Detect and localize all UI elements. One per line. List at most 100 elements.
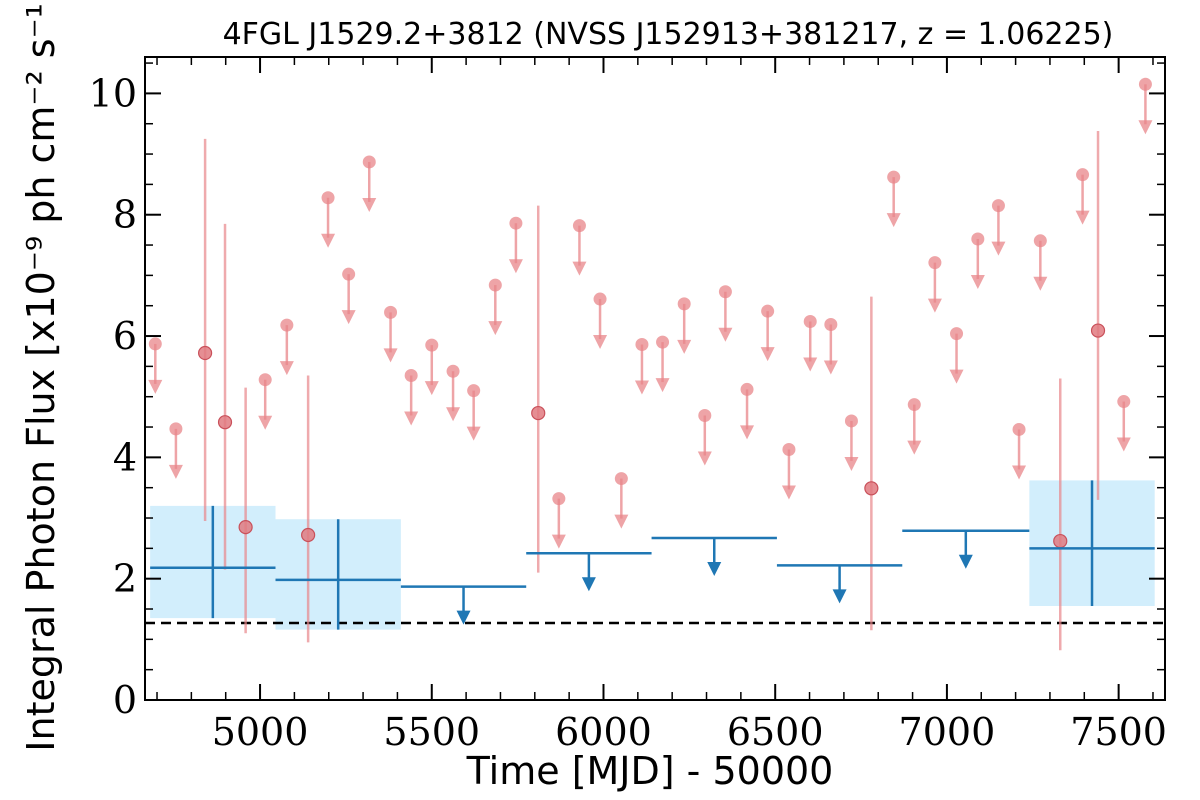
long-bin-upper-limit-arrow bbox=[456, 610, 471, 625]
upper-limit-arrow bbox=[1075, 210, 1090, 225]
upper-limit-arrow bbox=[614, 514, 629, 529]
detection-point bbox=[531, 405, 546, 421]
detection-point bbox=[238, 520, 253, 535]
chart-title: 4FGL J1529.2+3812 (NVSS J152913+381217, … bbox=[223, 17, 1114, 52]
y-tick-label: 10 bbox=[89, 71, 137, 115]
detection-point bbox=[1053, 533, 1068, 549]
upper-limit-point bbox=[169, 422, 183, 436]
upper-limit-point bbox=[1117, 395, 1131, 409]
upper-limit-point bbox=[1138, 77, 1152, 91]
upper-limit-arrow bbox=[341, 310, 356, 325]
upper-limit-arrow bbox=[927, 298, 942, 313]
upper-limit-point bbox=[258, 373, 272, 387]
y-tick-label: 4 bbox=[113, 435, 137, 479]
upper-limit-point bbox=[782, 442, 796, 456]
upper-limit-point bbox=[928, 256, 942, 270]
upper-limit-arrow bbox=[1012, 465, 1027, 480]
upper-limit-point bbox=[803, 314, 817, 328]
upper-limit-point bbox=[362, 155, 376, 169]
upper-limit-point bbox=[677, 297, 691, 311]
upper-limit-arrow bbox=[404, 411, 419, 426]
upper-limit-point bbox=[698, 409, 712, 423]
upper-limit-point bbox=[614, 472, 628, 486]
y-tick-label: 0 bbox=[113, 678, 137, 722]
upper-limit-point bbox=[1012, 422, 1026, 436]
upper-limit-arrow bbox=[803, 357, 818, 372]
x-tick-label: 5000 bbox=[212, 710, 309, 754]
upper-limit-arrow bbox=[760, 347, 775, 362]
upper-limit-arrow bbox=[634, 380, 649, 395]
upper-limit-point bbox=[740, 382, 754, 396]
upper-limit-arrow bbox=[1116, 437, 1131, 452]
long-bin-upper-limit-arrow bbox=[581, 577, 596, 592]
upper-limit-arrow bbox=[718, 327, 733, 342]
upper-limit-point bbox=[342, 267, 356, 281]
detection-point bbox=[217, 415, 233, 430]
upper-limit-arrow bbox=[949, 369, 964, 384]
long-bin-upper-limit-arrow bbox=[707, 562, 722, 577]
long-bin-upper-limit-arrow bbox=[958, 554, 973, 569]
upper-limit-arrow bbox=[886, 213, 901, 228]
upper-limit-point bbox=[907, 398, 921, 412]
y-tick-label: 2 bbox=[113, 557, 137, 601]
x-tick-label: 6500 bbox=[727, 710, 824, 754]
detection-point bbox=[301, 527, 316, 543]
upper-limit-arrow bbox=[446, 407, 461, 422]
upper-limit-arrow bbox=[424, 381, 439, 396]
upper-limit-point bbox=[887, 170, 901, 184]
upper-limit-arrow bbox=[781, 485, 796, 500]
upper-limit-point bbox=[1076, 168, 1090, 182]
detection-point bbox=[198, 345, 213, 361]
upper-limit-point bbox=[467, 384, 481, 398]
upper-limit-point bbox=[824, 318, 838, 332]
upper-limit-point bbox=[488, 278, 502, 292]
upper-limit-point bbox=[148, 337, 162, 351]
y-tick-label: 8 bbox=[113, 193, 137, 237]
upper-limit-point bbox=[656, 335, 670, 349]
upper-limit-arrow bbox=[383, 348, 398, 363]
upper-limit-point bbox=[844, 414, 858, 428]
upper-limit-arrow bbox=[697, 451, 712, 466]
upper-limit-arrow bbox=[572, 261, 587, 276]
upper-limit-point bbox=[280, 318, 294, 332]
long-bin-upper-limit-arrow bbox=[832, 589, 847, 604]
upper-limit-arrow bbox=[148, 379, 163, 394]
upper-limit-arrow bbox=[508, 259, 523, 274]
y-tick-label: 6 bbox=[113, 314, 137, 358]
upper-limit-arrow bbox=[593, 335, 608, 350]
upper-limit-arrow bbox=[991, 241, 1006, 256]
x-axis-label: Time [MJD] - 50000 bbox=[466, 749, 834, 793]
upper-limit-point bbox=[718, 285, 732, 299]
upper-limit-arrow bbox=[677, 339, 692, 354]
upper-limit-point bbox=[1033, 234, 1047, 248]
upper-limit-point bbox=[446, 364, 460, 378]
x-tick-label: 7000 bbox=[899, 710, 996, 754]
upper-limit-arrow bbox=[279, 361, 294, 376]
upper-limit-arrow bbox=[907, 440, 922, 455]
y-axis-label: Integral Photon Flux [x10⁻⁹ ph cm⁻² s⁻¹] bbox=[19, 0, 63, 752]
x-tick-label: 5500 bbox=[383, 710, 480, 754]
x-tick-label: 6000 bbox=[555, 710, 652, 754]
upper-limit-arrow bbox=[1138, 120, 1153, 135]
upper-limit-point bbox=[384, 305, 398, 319]
upper-limit-arrow bbox=[466, 426, 481, 441]
upper-limit-arrow bbox=[551, 534, 566, 549]
upper-limit-point bbox=[950, 327, 964, 341]
upper-limit-point bbox=[552, 492, 566, 506]
detection-point bbox=[864, 481, 879, 496]
upper-limit-point bbox=[404, 368, 418, 382]
upper-limit-point bbox=[572, 219, 586, 233]
upper-limit-arrow bbox=[1033, 276, 1048, 291]
detection-point bbox=[1090, 323, 1106, 338]
upper-limit-arrow bbox=[970, 274, 985, 289]
upper-limit-arrow bbox=[321, 233, 336, 248]
upper-limit-point bbox=[635, 338, 649, 352]
upper-limit-arrow bbox=[258, 415, 273, 430]
plot-frame bbox=[144, 56, 1166, 701]
upper-limit-point bbox=[971, 232, 985, 246]
upper-limit-arrow bbox=[740, 425, 755, 440]
x-tick-label: 7500 bbox=[1070, 710, 1167, 754]
plot-area: 5000 5500 6000 6500 7000 7500 0 2 4 6 8 10 bbox=[89, 57, 1167, 754]
upper-limit-arrow bbox=[844, 456, 859, 471]
